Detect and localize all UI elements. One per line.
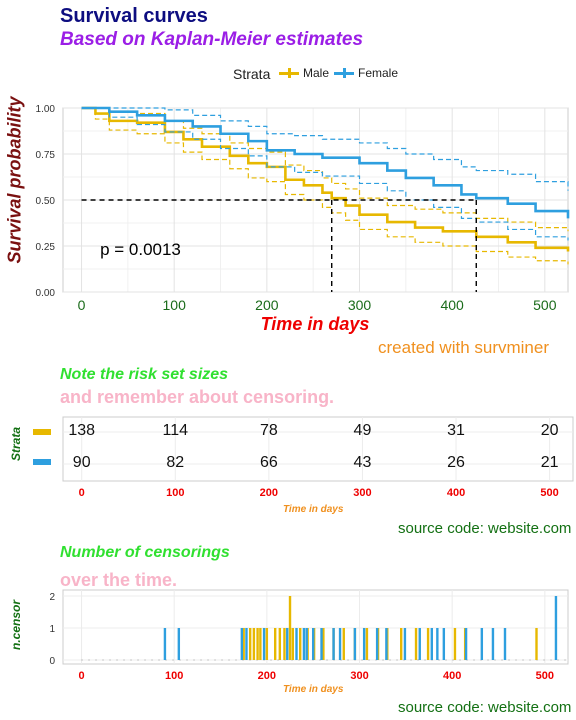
y-tick-label: 0.00	[36, 288, 56, 299]
risk-x-tick-label: 400	[446, 487, 466, 499]
censor-x-tick-label: 200	[258, 670, 276, 682]
risk-value-female: 66	[259, 454, 278, 471]
x-tick-label: 100	[163, 297, 187, 313]
risk-table-subtitle: and remember about censoring.	[60, 387, 335, 407]
survival-plot: 0 100 200 300 400 500 0.00 0.25 0.50 0.75 1.00 p = …	[36, 104, 570, 313]
y-tick-label: 0.25	[36, 242, 56, 253]
risk-value-female: 43	[353, 454, 372, 471]
x-tick-label: 400	[440, 297, 464, 313]
censor-plot-title: Number of censorings	[60, 544, 230, 561]
risk-table-values: 138 114 78 49 31 20 90 82 66 43 26 21 0 100 200 300 400 5…	[68, 422, 559, 499]
censor-y-tick-label: 2	[49, 592, 55, 603]
risk-value-male: 78	[259, 422, 278, 439]
risk-table-source: source code: website.com	[398, 520, 572, 537]
ci-lower-male	[81, 107, 569, 265]
risk-x-tick-label: 0	[78, 487, 85, 499]
survival-curve-female	[81, 106, 570, 219]
risk-value-male: 31	[447, 422, 465, 439]
x-tick-label: 200	[255, 297, 279, 313]
survival-curve-male	[81, 106, 570, 252]
x-axis-label: Time in days	[260, 314, 370, 334]
risk-value-male: 49	[353, 422, 372, 439]
legend-key-female	[334, 68, 354, 78]
risk-x-tick-label: 300	[353, 487, 372, 499]
legend-key-male	[279, 68, 299, 78]
legend-item-male: Male	[279, 66, 329, 80]
legend-label-male: Male	[303, 66, 330, 80]
censor-x-tick-label: 500	[536, 670, 554, 682]
risk-table-panel	[62, 416, 574, 482]
x-tick-label: 300	[348, 297, 372, 313]
risk-value-male: 20	[540, 422, 559, 439]
censor-plot-x-label: Time in days	[283, 684, 344, 695]
p-value-annotation: p = 0.0013	[100, 240, 181, 259]
censor-x-tick-label: 100	[165, 670, 183, 682]
risk-x-tick-label: 500	[540, 487, 559, 499]
chart-subtitle: Based on Kaplan-Meier estimates	[60, 29, 364, 50]
risk-x-tick-label: 100	[166, 487, 185, 499]
y-tick-label: 0.75	[36, 150, 56, 161]
risk-row-key-male	[33, 429, 51, 435]
y-tick-label: 0.50	[36, 196, 56, 207]
legend-title: Strata	[233, 66, 271, 82]
risk-value-female: 26	[447, 454, 465, 471]
censor-plot-subtitle: over the time.	[60, 570, 178, 590]
legend-label-female: Female	[358, 66, 399, 80]
censor-y-tick-label: 0	[49, 656, 55, 667]
ci-upper-female	[81, 107, 569, 191]
censor-plot-source: source code: website.com	[398, 699, 572, 716]
risk-table	[62, 416, 574, 482]
legend-item-female: Female	[334, 66, 398, 80]
censor-x-tick-label: 400	[443, 670, 461, 682]
risk-table-x-label: Time in days	[283, 504, 344, 515]
risk-value-male: 138	[68, 422, 96, 439]
risk-table-title: Note the risk set sizes	[60, 366, 229, 383]
risk-value-female: 90	[72, 454, 91, 471]
risk-x-tick-label: 200	[259, 487, 279, 499]
risk-value-female: 21	[540, 454, 559, 471]
x-tick-label: 0	[78, 297, 86, 313]
caption: created with survminer	[378, 338, 550, 357]
censor-y-tick-label: 1	[49, 624, 55, 635]
risk-row-key-female	[33, 459, 51, 465]
risk-value-male: 114	[162, 422, 189, 439]
censor-plot-panel	[62, 589, 569, 665]
censor-x-tick-label: 0	[78, 670, 84, 682]
x-tick-label: 500	[533, 297, 557, 313]
y-tick-label: 1.00	[36, 104, 56, 115]
censor-x-tick-label: 300	[350, 670, 368, 682]
risk-value-female: 82	[166, 454, 185, 471]
chart-title: Survival curves	[60, 5, 208, 27]
